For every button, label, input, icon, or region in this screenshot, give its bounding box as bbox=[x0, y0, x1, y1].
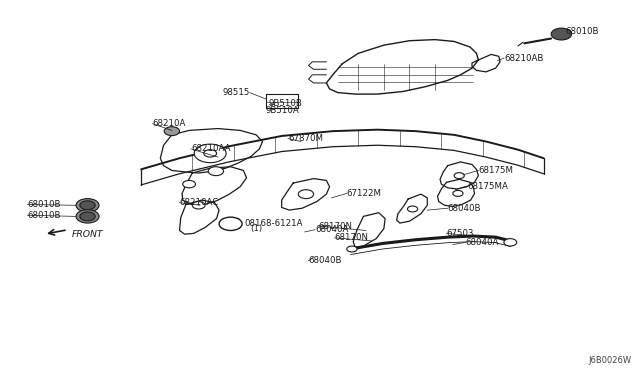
Circle shape bbox=[453, 190, 463, 196]
Circle shape bbox=[182, 180, 195, 188]
Text: 68010B: 68010B bbox=[566, 26, 600, 36]
Text: 08168-6121A: 08168-6121A bbox=[244, 219, 303, 228]
Circle shape bbox=[76, 210, 99, 223]
Text: 9B510B: 9B510B bbox=[269, 99, 303, 108]
Text: (1): (1) bbox=[250, 224, 262, 233]
Text: 68040A: 68040A bbox=[315, 225, 348, 234]
Circle shape bbox=[347, 246, 357, 252]
Circle shape bbox=[219, 217, 242, 231]
Text: FRONT: FRONT bbox=[72, 230, 104, 239]
Circle shape bbox=[192, 202, 205, 209]
Circle shape bbox=[194, 144, 226, 163]
Text: 68210AA: 68210AA bbox=[191, 144, 230, 153]
Text: 98515: 98515 bbox=[222, 88, 250, 97]
Text: 68175MA: 68175MA bbox=[467, 182, 508, 190]
Text: J6B0026W: J6B0026W bbox=[589, 356, 632, 365]
Text: 68210A: 68210A bbox=[153, 119, 186, 128]
Text: 9B510A: 9B510A bbox=[265, 106, 299, 115]
Circle shape bbox=[80, 201, 95, 210]
Text: 68040B: 68040B bbox=[448, 204, 481, 213]
Circle shape bbox=[208, 167, 223, 176]
Text: 68010B: 68010B bbox=[28, 200, 61, 209]
Circle shape bbox=[504, 238, 516, 246]
Circle shape bbox=[298, 190, 314, 199]
Text: 68040A: 68040A bbox=[466, 238, 499, 247]
Text: 68010B: 68010B bbox=[28, 211, 61, 220]
Text: 68175M: 68175M bbox=[478, 166, 513, 175]
Circle shape bbox=[164, 127, 179, 136]
Circle shape bbox=[204, 150, 216, 157]
Text: 68040B: 68040B bbox=[308, 256, 342, 265]
Text: 67122M: 67122M bbox=[347, 189, 382, 198]
Text: 67870M: 67870M bbox=[288, 134, 323, 143]
Circle shape bbox=[551, 28, 572, 40]
Circle shape bbox=[454, 173, 465, 179]
Text: 68210AB: 68210AB bbox=[504, 54, 543, 62]
Circle shape bbox=[76, 199, 99, 212]
Text: 68170N: 68170N bbox=[335, 233, 369, 243]
Text: 67503: 67503 bbox=[447, 229, 474, 238]
Circle shape bbox=[80, 212, 95, 221]
Text: 68170N: 68170N bbox=[319, 221, 353, 231]
Circle shape bbox=[408, 206, 418, 212]
Text: 68210AC: 68210AC bbox=[179, 198, 219, 207]
